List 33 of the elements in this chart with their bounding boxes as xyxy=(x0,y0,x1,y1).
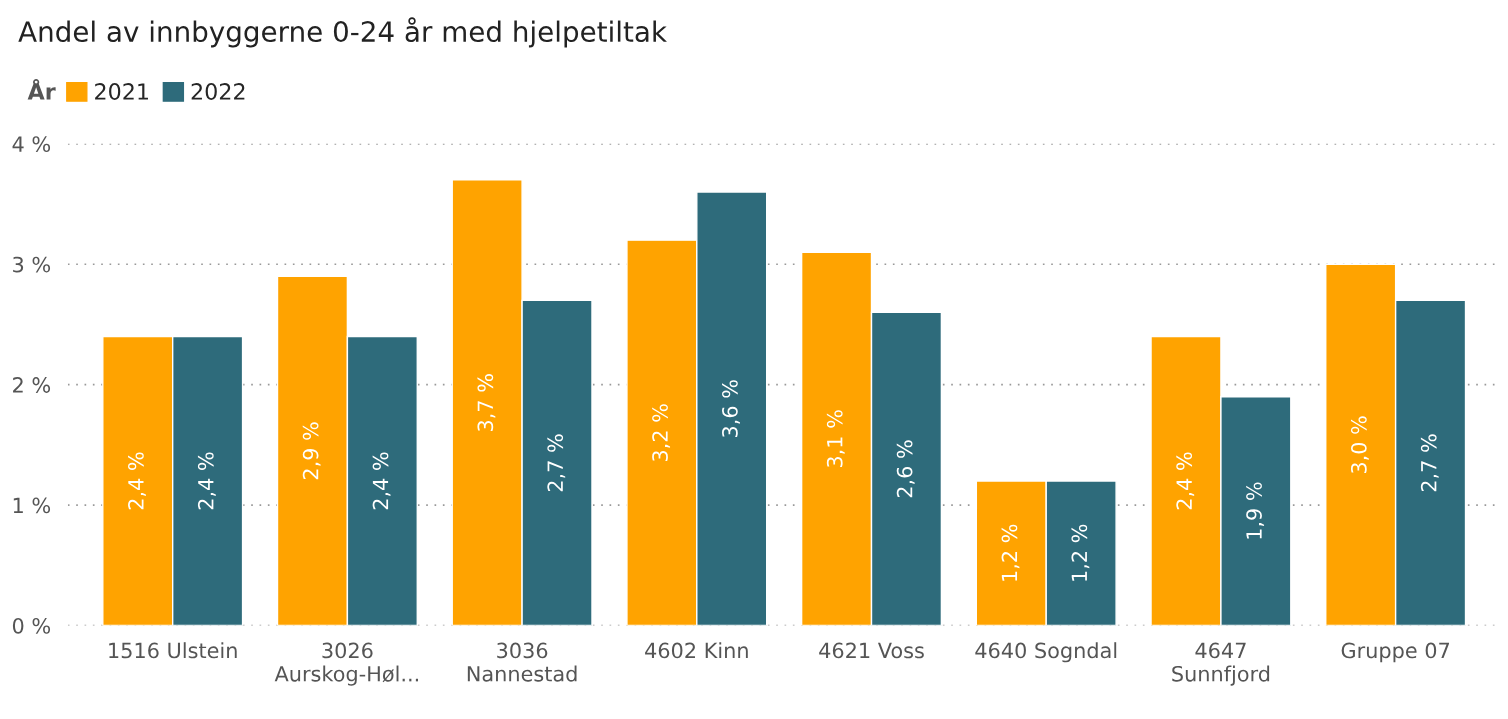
x-tick-label: 1516 Ulstein xyxy=(109,642,237,659)
data-label: 2,9 % xyxy=(302,422,321,480)
chart-title: Andel av innbyggerne 0-24 år med hjelpetiltak xyxy=(18,17,667,48)
y-tick-label: 0 % xyxy=(12,617,51,634)
y-tick-label: 4 % xyxy=(12,136,51,153)
y-tick-label: 1 % xyxy=(13,497,51,514)
data-label: 1,9 % xyxy=(1246,482,1265,539)
data-label: 3,7 % xyxy=(477,374,496,431)
data-label: 2,7 % xyxy=(547,434,566,492)
x-tick-label: 4647 Sunnfjord xyxy=(1172,642,1270,686)
data-label: 2,4 % xyxy=(128,452,146,510)
y-tick-label: 3 % xyxy=(13,256,51,273)
data-label: 2,6 % xyxy=(896,440,915,498)
x-tick-label: 3026 Aurskog-Høl... xyxy=(274,642,419,686)
x-tick-label: 4621 Voss xyxy=(819,642,924,659)
data-label: 2,7 % xyxy=(1420,434,1439,492)
legend-label: 2022 xyxy=(191,83,245,100)
data-label: 2,4 % xyxy=(197,452,216,510)
data-label: 3,0 % xyxy=(1350,416,1369,474)
x-tick-label: Gruppe 07 xyxy=(1341,642,1450,663)
data-label: 3,2 % xyxy=(652,404,671,462)
data-label: 3,1 % xyxy=(826,410,845,468)
legend-title: År xyxy=(27,78,56,100)
legend-label: 2021 xyxy=(95,83,148,100)
x-tick-label: 4640 Sogndal xyxy=(975,642,1117,663)
data-label: 1,2 % xyxy=(1001,524,1020,581)
x-tick-label: 3036 Nannestad xyxy=(467,642,577,682)
data-label: 3,6 % xyxy=(722,380,740,437)
data-label: 2,4 % xyxy=(1176,452,1195,510)
data-label: 1,2 % xyxy=(1071,524,1090,581)
x-tick-label: 4602 Kinn xyxy=(645,642,748,659)
data-label: 2,4 % xyxy=(372,452,391,510)
y-tick-label: 2 % xyxy=(13,377,51,393)
